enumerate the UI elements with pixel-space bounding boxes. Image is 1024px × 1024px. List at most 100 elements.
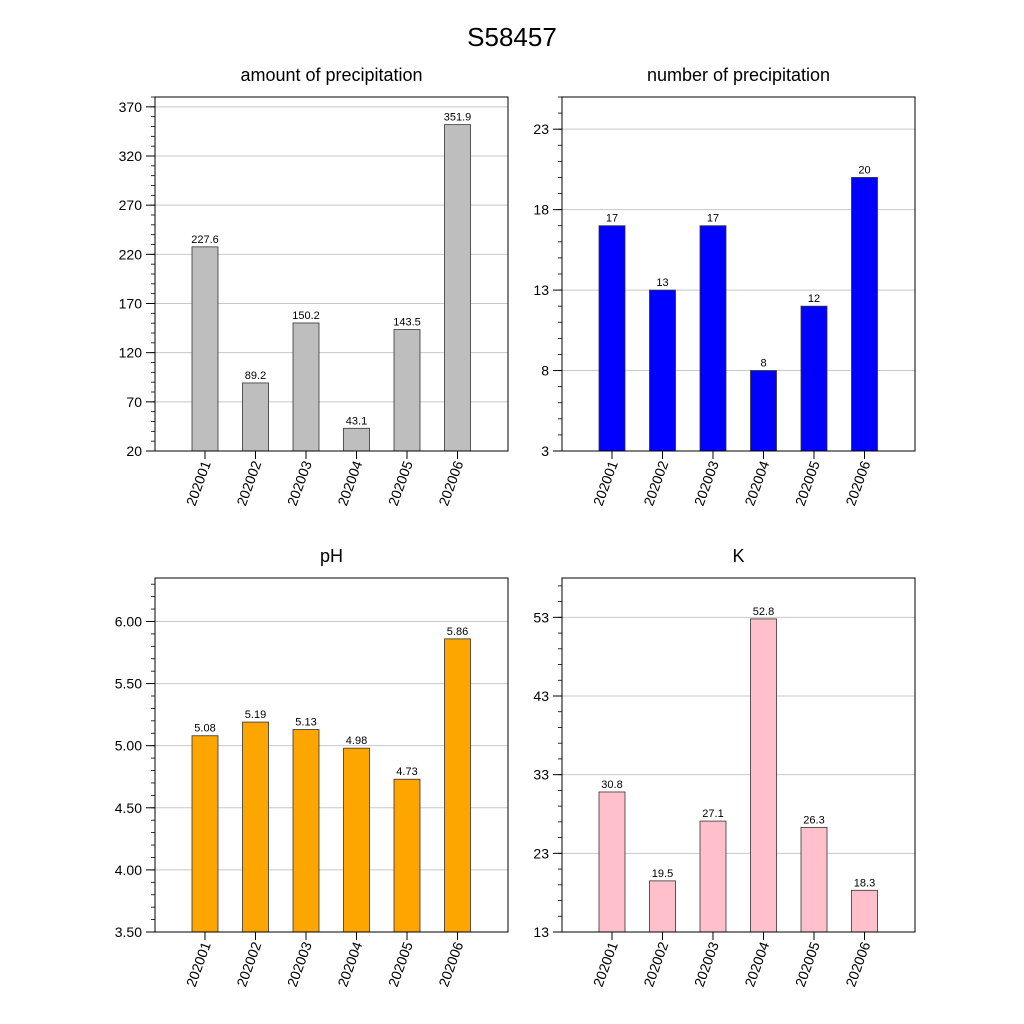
y-tick-label: 5.50 (115, 676, 142, 692)
x-tick-label: 202005 (792, 939, 823, 989)
y-tick-label: 320 (119, 148, 143, 164)
x-tick-label: 202001 (590, 458, 621, 508)
y-tick-label: 5.00 (115, 738, 142, 754)
x-tick-label: 202001 (183, 458, 214, 508)
y-tick-label: 3 (541, 443, 549, 459)
x-tick-label: 202001 (590, 939, 621, 989)
bar (191, 735, 219, 933)
figure-title: S58457 (467, 22, 557, 52)
y-tick-label: 170 (119, 296, 143, 312)
bar (800, 305, 828, 452)
data-label: 13 (656, 277, 668, 289)
data-label: 52.8 (753, 606, 774, 618)
y-tick-label: 370 (119, 99, 143, 115)
y-tick-label: 13 (533, 282, 549, 298)
y-tick-label: 120 (119, 345, 143, 361)
bar (699, 225, 727, 452)
x-tick-label: 202004 (334, 458, 365, 508)
y-tick-label: 70 (126, 394, 142, 410)
y-tick-label: 4.50 (115, 800, 142, 816)
y-tick-label: 3.50 (115, 924, 142, 940)
x-tick-label: 202004 (741, 458, 772, 508)
y-tick-label: 33 (533, 767, 549, 783)
plot-frame (561, 96, 916, 452)
chart-title: K (732, 546, 744, 566)
data-label: 351.9 (444, 112, 472, 124)
bar (444, 124, 471, 452)
x-tick-label: 202003 (691, 458, 722, 508)
bar (598, 791, 626, 933)
x-tick-label: 202003 (691, 939, 722, 989)
x-tick-label: 202002 (233, 458, 264, 508)
y-tick-label: 20 (126, 443, 142, 459)
x-tick-label: 202006 (842, 458, 873, 508)
data-label: 30.8 (601, 779, 622, 791)
chart-title: amount of precipitation (240, 65, 422, 85)
y-tick-label: 23 (533, 121, 549, 137)
bar (699, 820, 727, 933)
x-tick-label: 202004 (741, 939, 772, 989)
y-tick-label: 53 (533, 609, 549, 625)
y-tick-label: 43 (533, 688, 549, 704)
data-label: 4.73 (396, 766, 417, 778)
chart-panel-3: 5.08 202001 5.19 202002 5.13 202003 4.98 202004… (115, 546, 509, 989)
x-tick-label: 202005 (385, 939, 416, 989)
plot-frame (154, 577, 509, 933)
x-tick-label: 202003 (284, 458, 315, 508)
bar (343, 747, 370, 933)
plot-frame (154, 96, 509, 452)
bar (851, 889, 878, 933)
y-tick-label: 18 (533, 202, 549, 218)
bar (242, 382, 269, 452)
bar (750, 370, 777, 452)
chart-title: pH (320, 546, 343, 566)
chart-panel-1: 227.620200189.2202002150.220200343.12020… (119, 65, 509, 508)
x-tick-label: 202006 (435, 458, 466, 508)
data-label: 5.13 (295, 717, 316, 729)
bar (649, 880, 676, 933)
y-tick-label: 220 (119, 246, 143, 262)
bar (242, 721, 269, 933)
bar (393, 778, 421, 933)
chart-panel-4: 30.8 202001 19.5 202002 27.1 202003 52.8 202004… (533, 546, 916, 989)
x-tick-label: 202006 (435, 939, 466, 989)
y-tick-label: 23 (533, 845, 549, 861)
data-label: 17 (707, 213, 719, 225)
data-label: 89.2 (245, 370, 266, 382)
bar (292, 729, 320, 933)
bar (343, 427, 370, 452)
y-tick-label: 4.00 (115, 862, 142, 878)
data-label: 18.3 (854, 877, 875, 889)
chart-panel-2: 17 202001 13 202002 17 202003 8 202004 12 202005 2… (533, 65, 916, 508)
data-label: 227.6 (191, 234, 219, 246)
data-label: 5.19 (245, 709, 266, 721)
data-label: 27.1 (702, 808, 723, 820)
bar (750, 618, 777, 933)
bar (191, 246, 219, 452)
bar (444, 638, 471, 933)
data-label: 8 (760, 358, 766, 370)
data-label: 12 (808, 293, 820, 305)
x-tick-label: 202001 (183, 939, 214, 989)
x-tick-label: 202003 (284, 939, 315, 989)
x-tick-label: 202002 (233, 939, 264, 989)
chart-title: number of precipitation (647, 65, 830, 85)
x-tick-label: 202002 (640, 458, 671, 508)
x-tick-label: 202005 (385, 458, 416, 508)
bar (800, 826, 828, 933)
data-label: 17 (606, 213, 618, 225)
y-tick-label: 8 (541, 363, 549, 379)
panels: 227.620200189.2202002150.220200343.12020… (115, 65, 916, 989)
bar (851, 177, 878, 452)
data-label: 19.5 (652, 868, 673, 880)
data-label: 5.08 (194, 723, 215, 735)
plot-frame (561, 577, 916, 933)
data-label: 4.98 (346, 735, 367, 747)
data-label: 43.1 (346, 415, 367, 427)
bar (393, 329, 421, 452)
data-label: 5.86 (447, 626, 468, 638)
data-label: 20 (858, 164, 870, 176)
data-label: 26.3 (803, 814, 824, 826)
data-label: 150.2 (292, 310, 320, 322)
y-tick-label: 13 (533, 924, 549, 940)
